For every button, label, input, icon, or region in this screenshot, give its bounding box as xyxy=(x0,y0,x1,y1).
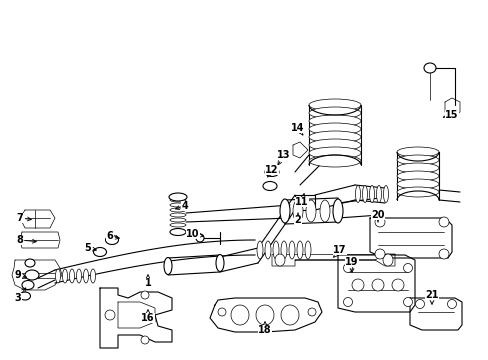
Ellipse shape xyxy=(170,213,185,217)
Text: 1: 1 xyxy=(144,275,151,288)
Ellipse shape xyxy=(76,269,81,283)
Ellipse shape xyxy=(163,257,172,274)
Ellipse shape xyxy=(308,131,360,143)
Text: 17: 17 xyxy=(332,245,346,257)
Ellipse shape xyxy=(307,308,315,316)
Ellipse shape xyxy=(288,241,294,259)
Ellipse shape xyxy=(447,300,456,309)
Ellipse shape xyxy=(319,200,329,222)
Text: 6: 6 xyxy=(106,231,119,241)
Ellipse shape xyxy=(374,249,384,259)
Ellipse shape xyxy=(25,270,39,280)
Text: 9: 9 xyxy=(15,270,26,280)
Text: 18: 18 xyxy=(258,322,271,335)
Ellipse shape xyxy=(351,279,363,291)
Ellipse shape xyxy=(396,179,438,189)
Ellipse shape xyxy=(371,279,383,291)
Ellipse shape xyxy=(93,248,106,256)
Text: 8: 8 xyxy=(17,235,36,245)
Ellipse shape xyxy=(169,193,186,201)
Ellipse shape xyxy=(374,217,384,227)
Text: 15: 15 xyxy=(442,110,458,120)
Ellipse shape xyxy=(362,185,367,202)
Ellipse shape xyxy=(263,181,276,190)
Ellipse shape xyxy=(355,185,360,202)
Ellipse shape xyxy=(308,155,360,167)
Ellipse shape xyxy=(308,123,360,135)
Ellipse shape xyxy=(216,255,224,271)
Ellipse shape xyxy=(308,115,360,127)
Ellipse shape xyxy=(83,269,88,283)
Text: 16: 16 xyxy=(141,310,154,323)
Ellipse shape xyxy=(170,223,185,227)
Ellipse shape xyxy=(141,336,149,344)
Ellipse shape xyxy=(141,291,149,299)
Ellipse shape xyxy=(396,163,438,173)
Ellipse shape xyxy=(264,167,279,176)
Ellipse shape xyxy=(415,300,424,309)
Ellipse shape xyxy=(396,155,438,165)
Ellipse shape xyxy=(332,199,342,223)
Ellipse shape xyxy=(305,241,310,259)
Ellipse shape xyxy=(403,297,412,306)
Ellipse shape xyxy=(376,185,381,202)
Ellipse shape xyxy=(391,279,403,291)
Ellipse shape xyxy=(25,259,35,267)
Ellipse shape xyxy=(305,200,315,222)
Ellipse shape xyxy=(90,269,95,283)
Ellipse shape xyxy=(343,297,352,306)
Ellipse shape xyxy=(296,241,303,259)
Ellipse shape xyxy=(218,308,225,316)
Ellipse shape xyxy=(20,292,30,300)
Ellipse shape xyxy=(396,187,438,197)
Ellipse shape xyxy=(438,249,448,259)
Text: 14: 14 xyxy=(291,123,304,135)
Ellipse shape xyxy=(62,269,67,283)
Ellipse shape xyxy=(382,254,392,266)
Ellipse shape xyxy=(343,264,352,273)
Ellipse shape xyxy=(308,147,360,159)
Ellipse shape xyxy=(105,235,118,244)
Text: 19: 19 xyxy=(345,257,358,272)
Text: 10: 10 xyxy=(186,229,203,239)
Ellipse shape xyxy=(257,241,263,259)
Ellipse shape xyxy=(170,208,185,212)
Ellipse shape xyxy=(264,241,270,259)
Ellipse shape xyxy=(383,185,387,202)
Ellipse shape xyxy=(396,171,438,181)
Text: 3: 3 xyxy=(15,288,26,303)
Ellipse shape xyxy=(292,200,303,222)
Ellipse shape xyxy=(396,147,438,157)
Ellipse shape xyxy=(22,280,34,289)
Ellipse shape xyxy=(308,107,360,119)
Text: 5: 5 xyxy=(84,243,96,253)
Ellipse shape xyxy=(105,310,115,320)
Ellipse shape xyxy=(308,139,360,151)
Text: 20: 20 xyxy=(370,210,384,222)
Ellipse shape xyxy=(55,269,61,283)
Ellipse shape xyxy=(438,217,448,227)
Ellipse shape xyxy=(369,185,374,202)
Text: 13: 13 xyxy=(277,150,290,165)
Ellipse shape xyxy=(281,241,286,259)
Ellipse shape xyxy=(170,198,185,202)
Ellipse shape xyxy=(170,229,185,235)
Text: 2: 2 xyxy=(294,213,301,225)
Ellipse shape xyxy=(170,218,185,222)
Ellipse shape xyxy=(272,241,279,259)
Ellipse shape xyxy=(69,269,74,283)
Text: 21: 21 xyxy=(425,290,438,304)
Ellipse shape xyxy=(280,199,289,223)
Ellipse shape xyxy=(274,254,285,266)
Text: 12: 12 xyxy=(264,165,278,177)
Ellipse shape xyxy=(170,203,185,207)
Text: 4: 4 xyxy=(175,201,188,211)
Ellipse shape xyxy=(308,99,360,111)
Text: 11: 11 xyxy=(295,194,308,207)
Ellipse shape xyxy=(403,264,412,273)
Ellipse shape xyxy=(196,234,203,242)
Ellipse shape xyxy=(423,63,435,73)
Text: 7: 7 xyxy=(17,213,31,223)
